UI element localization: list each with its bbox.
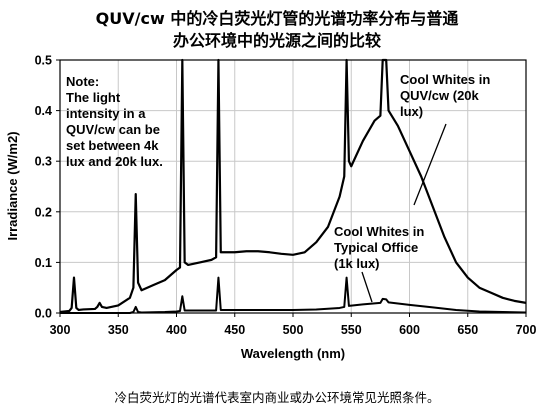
series-label-line: Cool Whites in <box>400 72 490 87</box>
chart-title-line-1: QUV/cw 中的冷白荧光灯管的光谱功率分布与普通 <box>96 9 459 28</box>
note-line: intensity in a <box>66 106 146 121</box>
x-tick-label: 450 <box>224 323 245 337</box>
note-line: The light <box>66 90 121 105</box>
y-tick-label: 0.4 <box>35 104 52 118</box>
y-tick-label: 0.2 <box>35 205 52 219</box>
x-tick-label: 650 <box>457 323 478 337</box>
note-line: Note: <box>66 74 99 89</box>
note-line: set between 4k <box>66 138 159 153</box>
series-label-line: (1k lux) <box>334 256 380 271</box>
series-label-quv: Cool Whites in QUV/cw (20k lux) <box>400 72 490 206</box>
y-tick-label: 0.0 <box>35 307 52 321</box>
grid-lines <box>60 60 526 313</box>
x-tick-label: 350 <box>108 323 129 337</box>
y-tick-label: 0.3 <box>35 155 52 169</box>
y-axis-label: Irradiance (W/m2) <box>5 131 20 240</box>
y-tick-label: 0.1 <box>35 256 52 270</box>
series-label-line: lux) <box>400 104 423 119</box>
note-line: QUV/cw can be <box>66 122 160 137</box>
leader-line-quv <box>413 123 447 206</box>
series-label-office: Cool Whites in Typical Office (1k lux) <box>334 224 424 303</box>
note-line: lux and 20k lux. <box>66 154 163 169</box>
x-tick-label: 300 <box>50 323 71 337</box>
figure-caption: 冷白荧光灯的光谱代表室内商业或办公环境常见光照条件。 <box>114 390 439 405</box>
note-annotation: Note: The light intensity in a QUV/cw ca… <box>66 74 163 169</box>
series-label-line: QUV/cw (20k <box>400 88 480 103</box>
x-tick-label: 550 <box>341 323 362 337</box>
series-line-2 <box>60 276 527 314</box>
y-tick-labels: 0.0 0.1 0.2 0.3 0.4 0.5 <box>35 54 60 321</box>
y-tick-label: 0.5 <box>35 54 52 68</box>
x-tick-label: 600 <box>399 323 420 337</box>
leader-line-office <box>361 271 373 303</box>
series-line-1 <box>59 58 527 314</box>
series-layer <box>59 58 527 314</box>
x-axis-label: Wavelength (nm) <box>241 346 345 361</box>
x-tick-labels: 300 350 400 450 500 550 600 650 700 <box>50 313 537 337</box>
series-label-line: Typical Office <box>334 240 418 255</box>
x-tick-label: 700 <box>516 323 537 337</box>
x-tick-label: 400 <box>166 323 187 337</box>
chart-title-line-2: 办公环境中的光源之间的比较 <box>173 31 381 50</box>
x-tick-label: 500 <box>283 323 304 337</box>
series-label-line: Cool Whites in <box>334 224 424 239</box>
